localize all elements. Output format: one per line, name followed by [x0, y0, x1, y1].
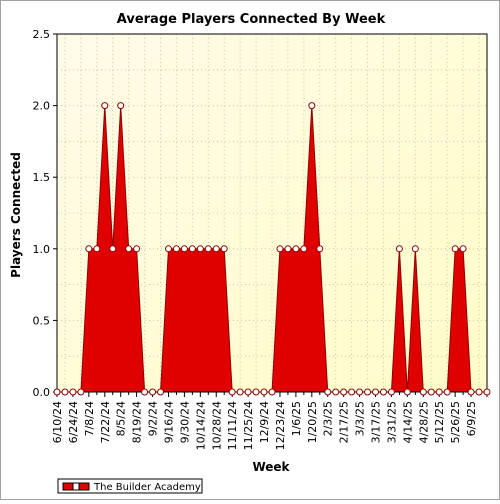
x-tick-label: 11/25/24: [242, 401, 255, 450]
tick-labels: 0.0 0.5 1.0 1.5 2.0 2.5 6/10/24 6/24/24 7/8/24 7/…: [33, 28, 488, 450]
data-point: [348, 388, 356, 396]
data-point: [364, 388, 372, 396]
y-tick-label: 2.0: [33, 100, 51, 113]
series-markers: [53, 102, 491, 396]
data-point: [292, 245, 300, 253]
x-tick-label: 12/23/24: [274, 401, 287, 450]
x-tick-label: 1/6/25: [290, 401, 303, 436]
y-tick-label: 2.5: [33, 28, 51, 41]
data-point: [93, 245, 101, 253]
data-point: [188, 245, 196, 253]
data-point: [61, 388, 69, 396]
x-tick-label: 5/12/25: [433, 401, 446, 443]
data-point: [77, 388, 85, 396]
x-tick-label: 6/10/24: [51, 401, 64, 443]
data-point: [101, 102, 109, 110]
data-point: [109, 245, 117, 253]
x-tick-label: 2/17/25: [338, 401, 351, 443]
legend-label: The Builder Academy: [93, 482, 201, 493]
data-point: [411, 245, 419, 253]
data-point: [268, 388, 276, 396]
data-point: [284, 245, 292, 253]
data-point: [117, 102, 125, 110]
y-tick-label: 0.5: [33, 314, 51, 327]
data-point: [356, 388, 364, 396]
x-tick-label: 10/14/24: [194, 401, 207, 450]
data-point: [403, 388, 411, 396]
x-tick-label: 8/19/24: [131, 401, 144, 443]
data-point: [419, 388, 427, 396]
x-tick-label: 1/20/25: [306, 401, 319, 443]
x-tick-label: 8/5/24: [115, 401, 128, 436]
x-tick-label: 3/17/25: [370, 401, 383, 443]
data-point: [483, 388, 491, 396]
x-tick-label: 6/24/24: [67, 401, 80, 443]
x-tick-label: 7/8/24: [83, 401, 96, 436]
data-point: [387, 388, 395, 396]
data-point: [372, 388, 380, 396]
data-point: [204, 245, 212, 253]
x-tick-label: 2/3/25: [322, 401, 335, 436]
data-point: [332, 388, 340, 396]
data-point: [379, 388, 387, 396]
data-point: [196, 245, 204, 253]
legend-marker: [72, 482, 80, 491]
data-point: [395, 245, 403, 253]
x-tick-label: 5/26/25: [449, 401, 462, 443]
data-point: [467, 388, 475, 396]
data-point: [141, 388, 149, 396]
x-tick-label: 4/14/25: [401, 401, 414, 443]
data-point: [475, 388, 483, 396]
x-tick-label: 12/9/24: [258, 401, 271, 443]
data-point: [180, 245, 188, 253]
x-tick-label: 7/22/24: [99, 401, 112, 443]
chart-title: Average Players Connected By Week: [117, 12, 386, 27]
data-point: [308, 102, 316, 110]
data-point: [164, 245, 172, 253]
data-point: [133, 245, 141, 253]
y-tick-label: 1.0: [33, 243, 51, 256]
data-point: [85, 245, 93, 253]
y-tick-label: 1.5: [33, 171, 51, 184]
data-point: [69, 388, 77, 396]
data-point: [435, 388, 443, 396]
data-point: [220, 245, 228, 253]
data-point: [316, 245, 324, 253]
data-point: [149, 388, 157, 396]
x-tick-label: 9/30/24: [178, 401, 191, 443]
data-point: [125, 245, 133, 253]
x-tick-label: 6/9/25: [465, 401, 478, 436]
data-point: [451, 245, 459, 253]
legend-box: [57, 478, 203, 494]
data-point: [228, 388, 236, 396]
data-point: [212, 245, 220, 253]
data-point: [260, 388, 268, 396]
y-axis-title: Players Connected: [9, 152, 23, 278]
data-point: [340, 388, 348, 396]
x-tick-label: 9/16/24: [162, 401, 175, 443]
data-point: [244, 388, 252, 396]
data-point: [252, 388, 260, 396]
x-tick-label: 10/28/24: [210, 401, 223, 450]
x-tick-label: 9/2/24: [147, 401, 160, 436]
data-point: [443, 388, 451, 396]
y-tick-label: 0.0: [33, 386, 51, 399]
data-point: [157, 388, 165, 396]
data-point: [427, 388, 435, 396]
data-point: [53, 388, 61, 396]
data-point: [172, 245, 180, 253]
x-tick-label: 3/31/25: [385, 401, 398, 443]
legend: The Builder Academy: [57, 478, 203, 494]
x-tick-label: 3/3/25: [354, 401, 367, 436]
x-tick-label: 4/28/25: [417, 401, 430, 443]
data-point: [300, 245, 308, 253]
data-point: [236, 388, 244, 396]
x-tick-label: 11/11/24: [226, 401, 239, 450]
data-point: [459, 245, 467, 253]
data-point: [276, 245, 284, 253]
data-point: [324, 388, 332, 396]
x-axis-title: Week: [252, 460, 290, 474]
